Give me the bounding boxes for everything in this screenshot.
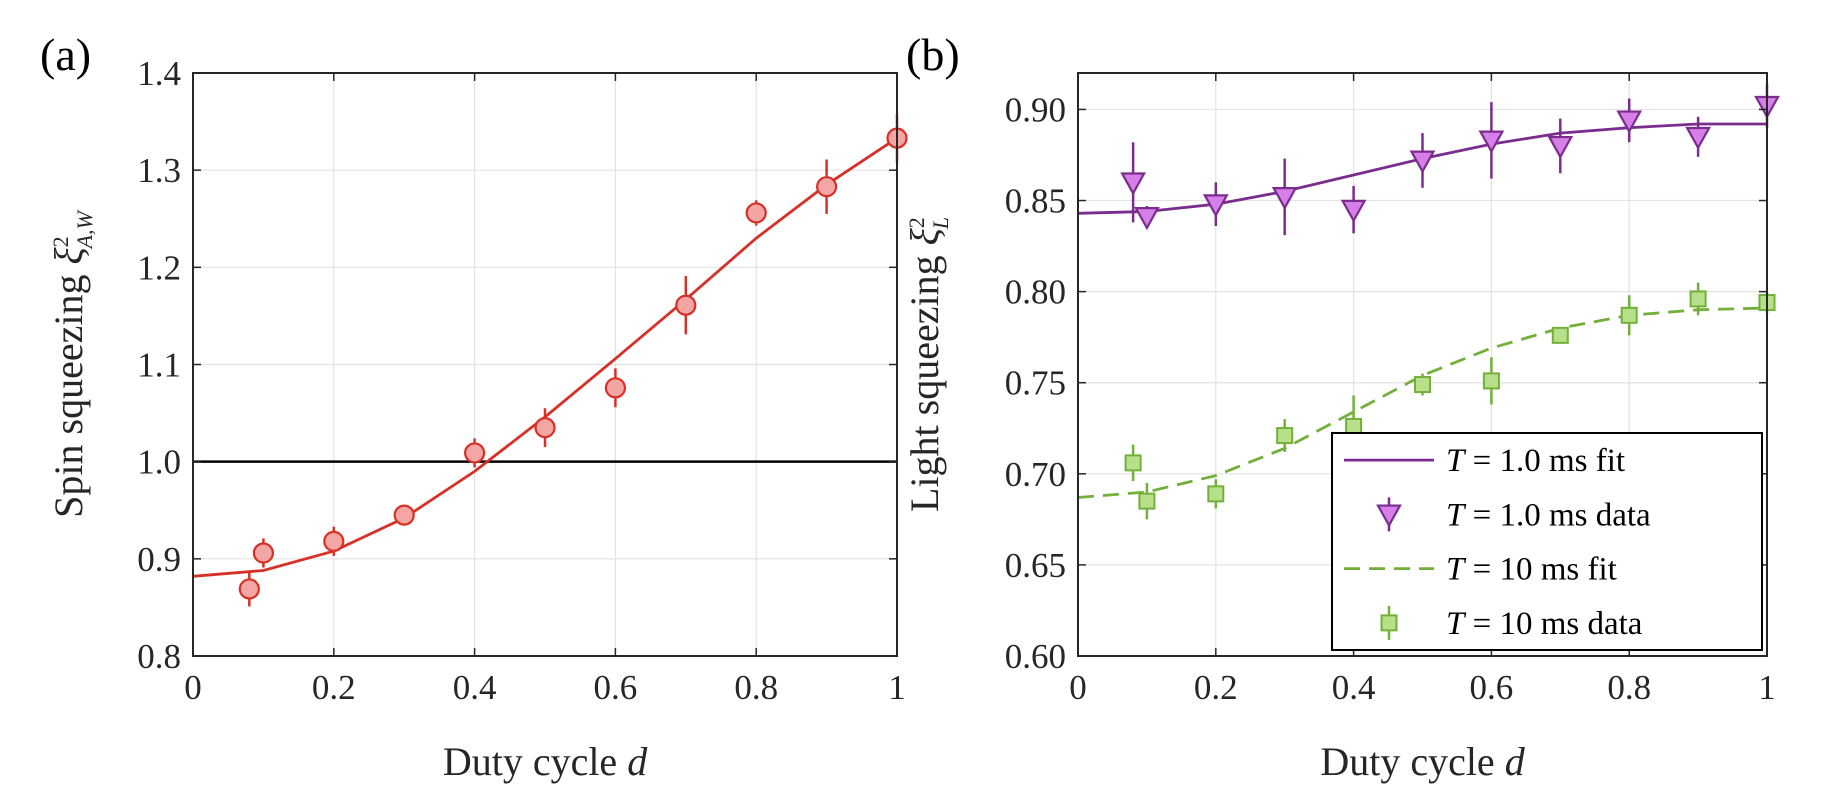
data-point	[1271, 186, 1298, 211]
data-point	[323, 530, 345, 552]
y-tick-label: 1.2	[137, 248, 181, 287]
x-tick-label: 1	[1758, 668, 1776, 707]
data-point	[745, 202, 767, 224]
legend-box	[1331, 432, 1763, 651]
legend-label: T = 10 ms fit	[1446, 552, 1617, 588]
data-point	[464, 442, 486, 464]
y-tick-label: 0.85	[1005, 182, 1066, 221]
legend-swatch	[1376, 504, 1402, 528]
fit-curve	[192, 136, 898, 578]
y-tick-label: 0.80	[1005, 273, 1066, 312]
legend-swatch	[1380, 614, 1398, 632]
data-point	[1340, 199, 1367, 223]
y-tick-label: 0.9	[137, 540, 181, 579]
data-point	[1134, 207, 1160, 231]
fit-curve	[1077, 306, 1768, 499]
x-tick-label: 0	[1069, 668, 1087, 707]
y-tick-label: 0.8	[137, 637, 181, 676]
y-tick-label: 0.60	[1005, 637, 1066, 676]
y-tick-label: 0.75	[1005, 364, 1066, 403]
data-point	[1276, 427, 1294, 445]
data-point	[1620, 306, 1638, 324]
x-tick-label: 0.4	[1332, 668, 1376, 707]
data-point	[238, 578, 260, 600]
data-point	[1482, 372, 1500, 390]
x-tick-label: 0.2	[312, 668, 356, 707]
legend-label: T = 1.0 ms fit	[1446, 443, 1625, 479]
data-point	[1689, 290, 1707, 308]
data-point	[1547, 135, 1574, 160]
data-point	[393, 504, 415, 526]
panel-label: (a)	[40, 29, 91, 80]
legend-label: T = 1.0 ms data	[1446, 497, 1651, 533]
y-axis-label: Spin squeezing ξ2A,W	[46, 209, 97, 517]
x-tick-label: 1	[888, 668, 906, 707]
y-tick-label: 1.4	[137, 54, 181, 93]
axes-box	[1077, 72, 1768, 657]
x-axis-label: Duty cycle d	[1320, 739, 1525, 784]
data-point	[1616, 110, 1643, 134]
data-point	[1120, 172, 1146, 196]
data-point	[604, 377, 627, 399]
x-tick-label: 0.2	[1194, 668, 1238, 707]
legend-label: T = 10 ms data	[1446, 606, 1643, 642]
panel-label: (b)	[906, 29, 960, 80]
x-tick-label: 0.8	[734, 668, 778, 707]
x-tick-label: 0.8	[1607, 668, 1651, 707]
data-point	[1207, 485, 1225, 503]
x-axis-label: Duty cycle d	[443, 739, 648, 784]
y-tick-label: 1.3	[137, 151, 181, 190]
data-point	[252, 542, 274, 564]
y-tick-label: 0.65	[1005, 546, 1066, 585]
x-tick-label: 0.6	[594, 668, 638, 707]
y-tick-label: 1.1	[137, 346, 181, 385]
data-point	[1685, 126, 1711, 151]
data-point	[1414, 376, 1431, 394]
y-tick-label: 0.90	[1005, 90, 1066, 129]
data-point	[1478, 130, 1505, 154]
x-tick-label: 0.6	[1470, 668, 1514, 707]
data-point	[675, 294, 697, 316]
data-point	[1138, 492, 1156, 510]
data-point	[1409, 150, 1436, 174]
data-point	[1124, 454, 1142, 472]
y-tick-label: 0.70	[1005, 455, 1066, 494]
panel-b-chart: 0 0.2 0.4 0.6 0.8 1 0.60 0.65 0.70 0.75 0.80 0.85 0.…	[902, 29, 1780, 784]
data-point	[1345, 417, 1363, 435]
data-point	[815, 176, 838, 198]
x-tick-label: 0.4	[453, 668, 497, 707]
y-axis-label: Light squeezing ξ2L	[902, 217, 953, 512]
x-tick-label: 0	[184, 668, 202, 707]
data-point	[1551, 326, 1569, 344]
data-point	[534, 417, 556, 439]
data-point	[1202, 194, 1229, 218]
y-tick-label: 1.0	[137, 443, 181, 482]
panel-a-chart: 0 0.2 0.4 0.6 0.8 1 0.8 0.9 1.0 1.1 1.2 1.3 1.4 Duty …	[40, 29, 908, 784]
